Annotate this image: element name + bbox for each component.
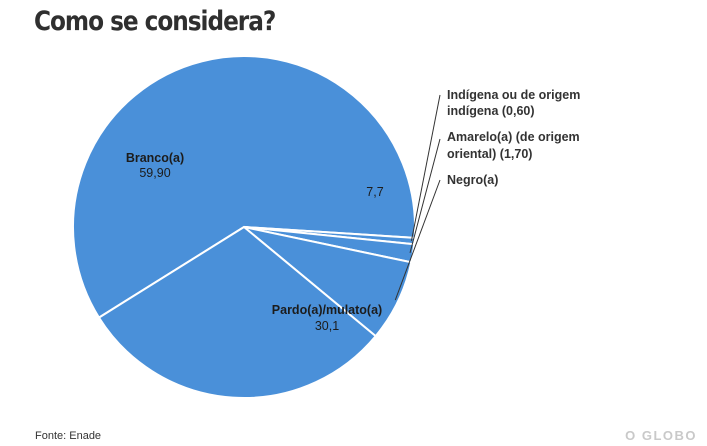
- pie-slice-0: [72, 55, 417, 319]
- label-indigena-line1: Indígena ou de origem: [447, 88, 580, 102]
- slice-value-negro: 7,7: [366, 185, 383, 199]
- leader-amarelo: [409, 138, 441, 254]
- label-negro: Negro(a): [447, 173, 498, 187]
- label-amarelo-line2: oriental) (1,70): [447, 147, 532, 161]
- label-indigena-line2: indígena (0,60): [447, 104, 535, 118]
- leader-lines: [394, 94, 441, 301]
- chart-title: Como se considera?: [34, 6, 276, 37]
- pie-slices: [72, 55, 417, 400]
- slice-value-branco: 59,90: [139, 166, 170, 180]
- leader-indigena: [410, 94, 441, 241]
- source-note: Fonte: Enade: [35, 430, 102, 442]
- slice-value-pardo: 30,1: [315, 319, 339, 333]
- pie-slice-4: [97, 225, 378, 400]
- leader-negro: [394, 179, 441, 301]
- slice-label-branco: Branco(a): [126, 151, 184, 165]
- label-amarelo-line1: Amarelo(a) (de origem: [447, 130, 580, 144]
- brand-logo: O GLOBO: [625, 428, 697, 443]
- slice-label-pardo: Pardo(a)/mulato(a): [272, 303, 382, 317]
